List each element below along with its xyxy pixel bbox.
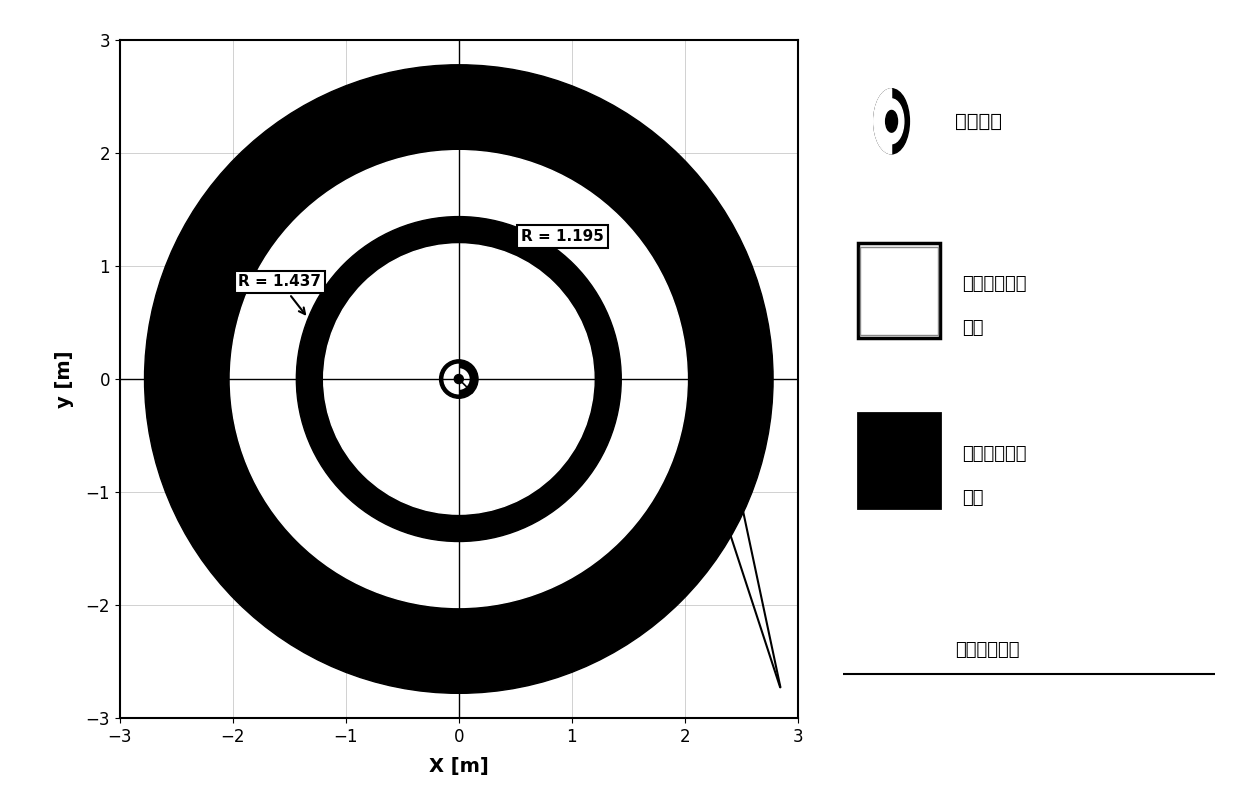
- Circle shape: [451, 371, 466, 387]
- Text: 路径无关工作: 路径无关工作: [962, 275, 1027, 293]
- Circle shape: [231, 151, 687, 607]
- Circle shape: [879, 99, 904, 144]
- Text: 路径相关工作: 路径相关工作: [962, 444, 1027, 463]
- Bar: [858, 413, 940, 508]
- Text: 空间: 空间: [962, 488, 983, 507]
- Circle shape: [145, 65, 773, 693]
- Wedge shape: [874, 89, 892, 154]
- Circle shape: [324, 244, 594, 514]
- Bar: [858, 243, 940, 338]
- Bar: [861, 247, 939, 335]
- Circle shape: [444, 365, 474, 393]
- Text: 系统质心: 系统质心: [955, 112, 1002, 131]
- Text: 可达工作空间: 可达工作空间: [955, 642, 1019, 659]
- Circle shape: [885, 110, 898, 132]
- Y-axis label: y [m]: y [m]: [56, 350, 74, 408]
- Circle shape: [296, 216, 621, 542]
- X-axis label: X [m]: X [m]: [429, 757, 489, 776]
- Text: R = 1.437: R = 1.437: [238, 275, 321, 314]
- Circle shape: [454, 374, 464, 384]
- Circle shape: [440, 360, 477, 398]
- Text: 空间: 空间: [962, 319, 983, 338]
- Text: R = 1.195: R = 1.195: [521, 229, 604, 256]
- Circle shape: [874, 89, 909, 154]
- Wedge shape: [444, 365, 459, 393]
- Circle shape: [449, 369, 469, 389]
